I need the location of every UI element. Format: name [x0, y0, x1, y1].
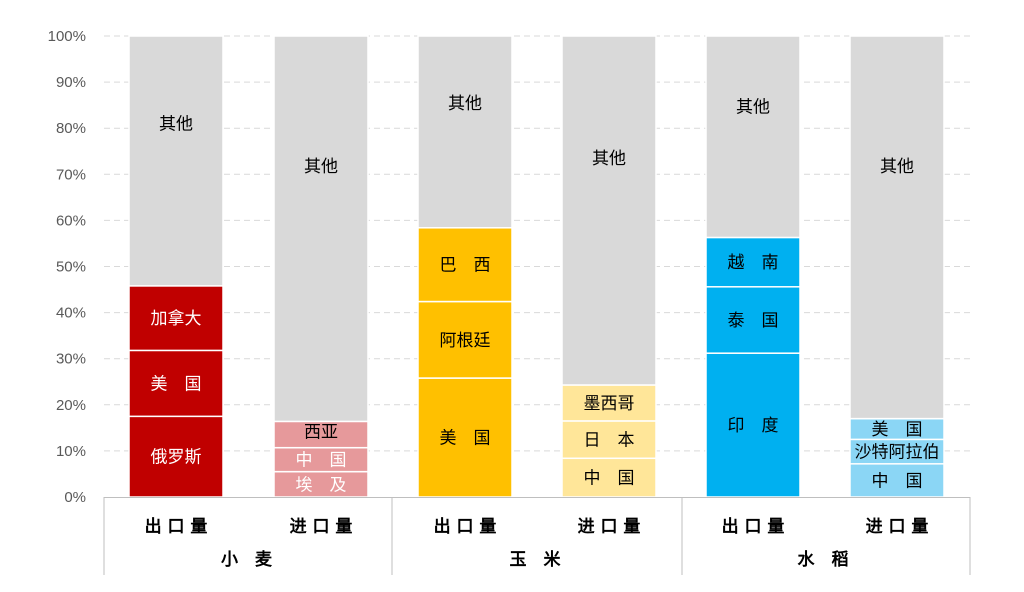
segment-label: 加拿大 — [151, 308, 202, 329]
bar-segment — [417, 377, 513, 498]
y-tick-label: 40% — [56, 305, 86, 322]
bar-segment-other — [417, 35, 513, 229]
bar-segment-other — [128, 35, 224, 287]
y-tick-label: 30% — [56, 351, 86, 368]
y-tick-label: 90% — [56, 74, 86, 91]
x-axis: 出 口 量进 口 量小 麦出 口 量进 口 量玉 米出 口 量进 口 量水 稻 — [103, 497, 971, 575]
bar-segment — [273, 420, 369, 449]
category-label: 进 口 量 — [290, 516, 353, 537]
bar-segment — [705, 352, 801, 498]
segment-label: 阿根廷 — [440, 331, 491, 351]
group-label: 玉 米 — [510, 549, 562, 570]
gridlines — [104, 35, 970, 452]
y-tick-label: 60% — [56, 212, 86, 229]
y-tick-label: 20% — [56, 397, 86, 414]
segment-label: 其他 — [448, 94, 482, 114]
bar-segment-other — [561, 35, 657, 386]
category-label: 进 口 量 — [866, 516, 929, 537]
bar-segment-other — [849, 35, 945, 420]
group-label: 小 麦 — [221, 549, 273, 570]
y-tick-label: 80% — [56, 120, 86, 137]
segment-label: 其他 — [736, 98, 770, 118]
segment-label: 越 南 — [728, 253, 779, 273]
segment-label: 美 国 — [872, 420, 923, 440]
bar-segment — [128, 349, 224, 418]
bar-segment — [417, 227, 513, 303]
y-tick-label: 70% — [56, 166, 86, 183]
category-label: 出 口 量 — [722, 516, 785, 537]
segment-label: 其他 — [304, 157, 338, 177]
segment-label: 美 国 — [440, 429, 491, 449]
segment-label: 巴 西 — [440, 256, 491, 276]
segment-label: 其他 — [880, 157, 914, 177]
y-tick-label: 0% — [64, 489, 86, 506]
bar-segment-other — [273, 35, 369, 423]
y-tick-label: 10% — [56, 443, 86, 460]
bar-segment — [561, 457, 657, 498]
bar-segment — [128, 285, 224, 352]
bar-segment — [849, 463, 945, 498]
segment-label: 泰 国 — [728, 311, 779, 331]
segment-label: 其他 — [159, 114, 193, 134]
segment-label: 埃 及 — [296, 475, 347, 495]
segment-label: 中 国 — [296, 451, 347, 471]
bar-segment-other — [705, 35, 801, 239]
segment-label: 西亚 — [304, 422, 338, 442]
y-axis-ticks: 0% 10% 20% 30% 40% 50% 60% 70% 80% 90% 100% — [48, 28, 86, 506]
segment-label: 沙特阿拉伯 — [855, 443, 940, 463]
segment-label: 墨西哥 — [584, 394, 635, 414]
segment-label: 其他 — [592, 149, 626, 169]
y-tick-label: 50% — [56, 259, 86, 276]
category-label: 出 口 量 — [434, 516, 497, 537]
segment-label: 日 本 — [584, 431, 635, 451]
segment-label: 中 国 — [872, 471, 923, 491]
segment-label: 印 度 — [728, 416, 779, 436]
segment-label: 俄罗斯 — [151, 448, 202, 468]
category-label: 出 口 量 — [145, 516, 208, 537]
segment-label: 中 国 — [584, 469, 635, 489]
bar-segment — [849, 438, 945, 465]
segment-label: 美 国 — [151, 374, 202, 394]
group-label: 水 稻 — [798, 549, 849, 570]
category-label: 进 口 量 — [578, 516, 641, 537]
bar-segment — [705, 236, 801, 288]
bar-segment — [705, 286, 801, 354]
y-tick-label: 100% — [48, 28, 86, 45]
